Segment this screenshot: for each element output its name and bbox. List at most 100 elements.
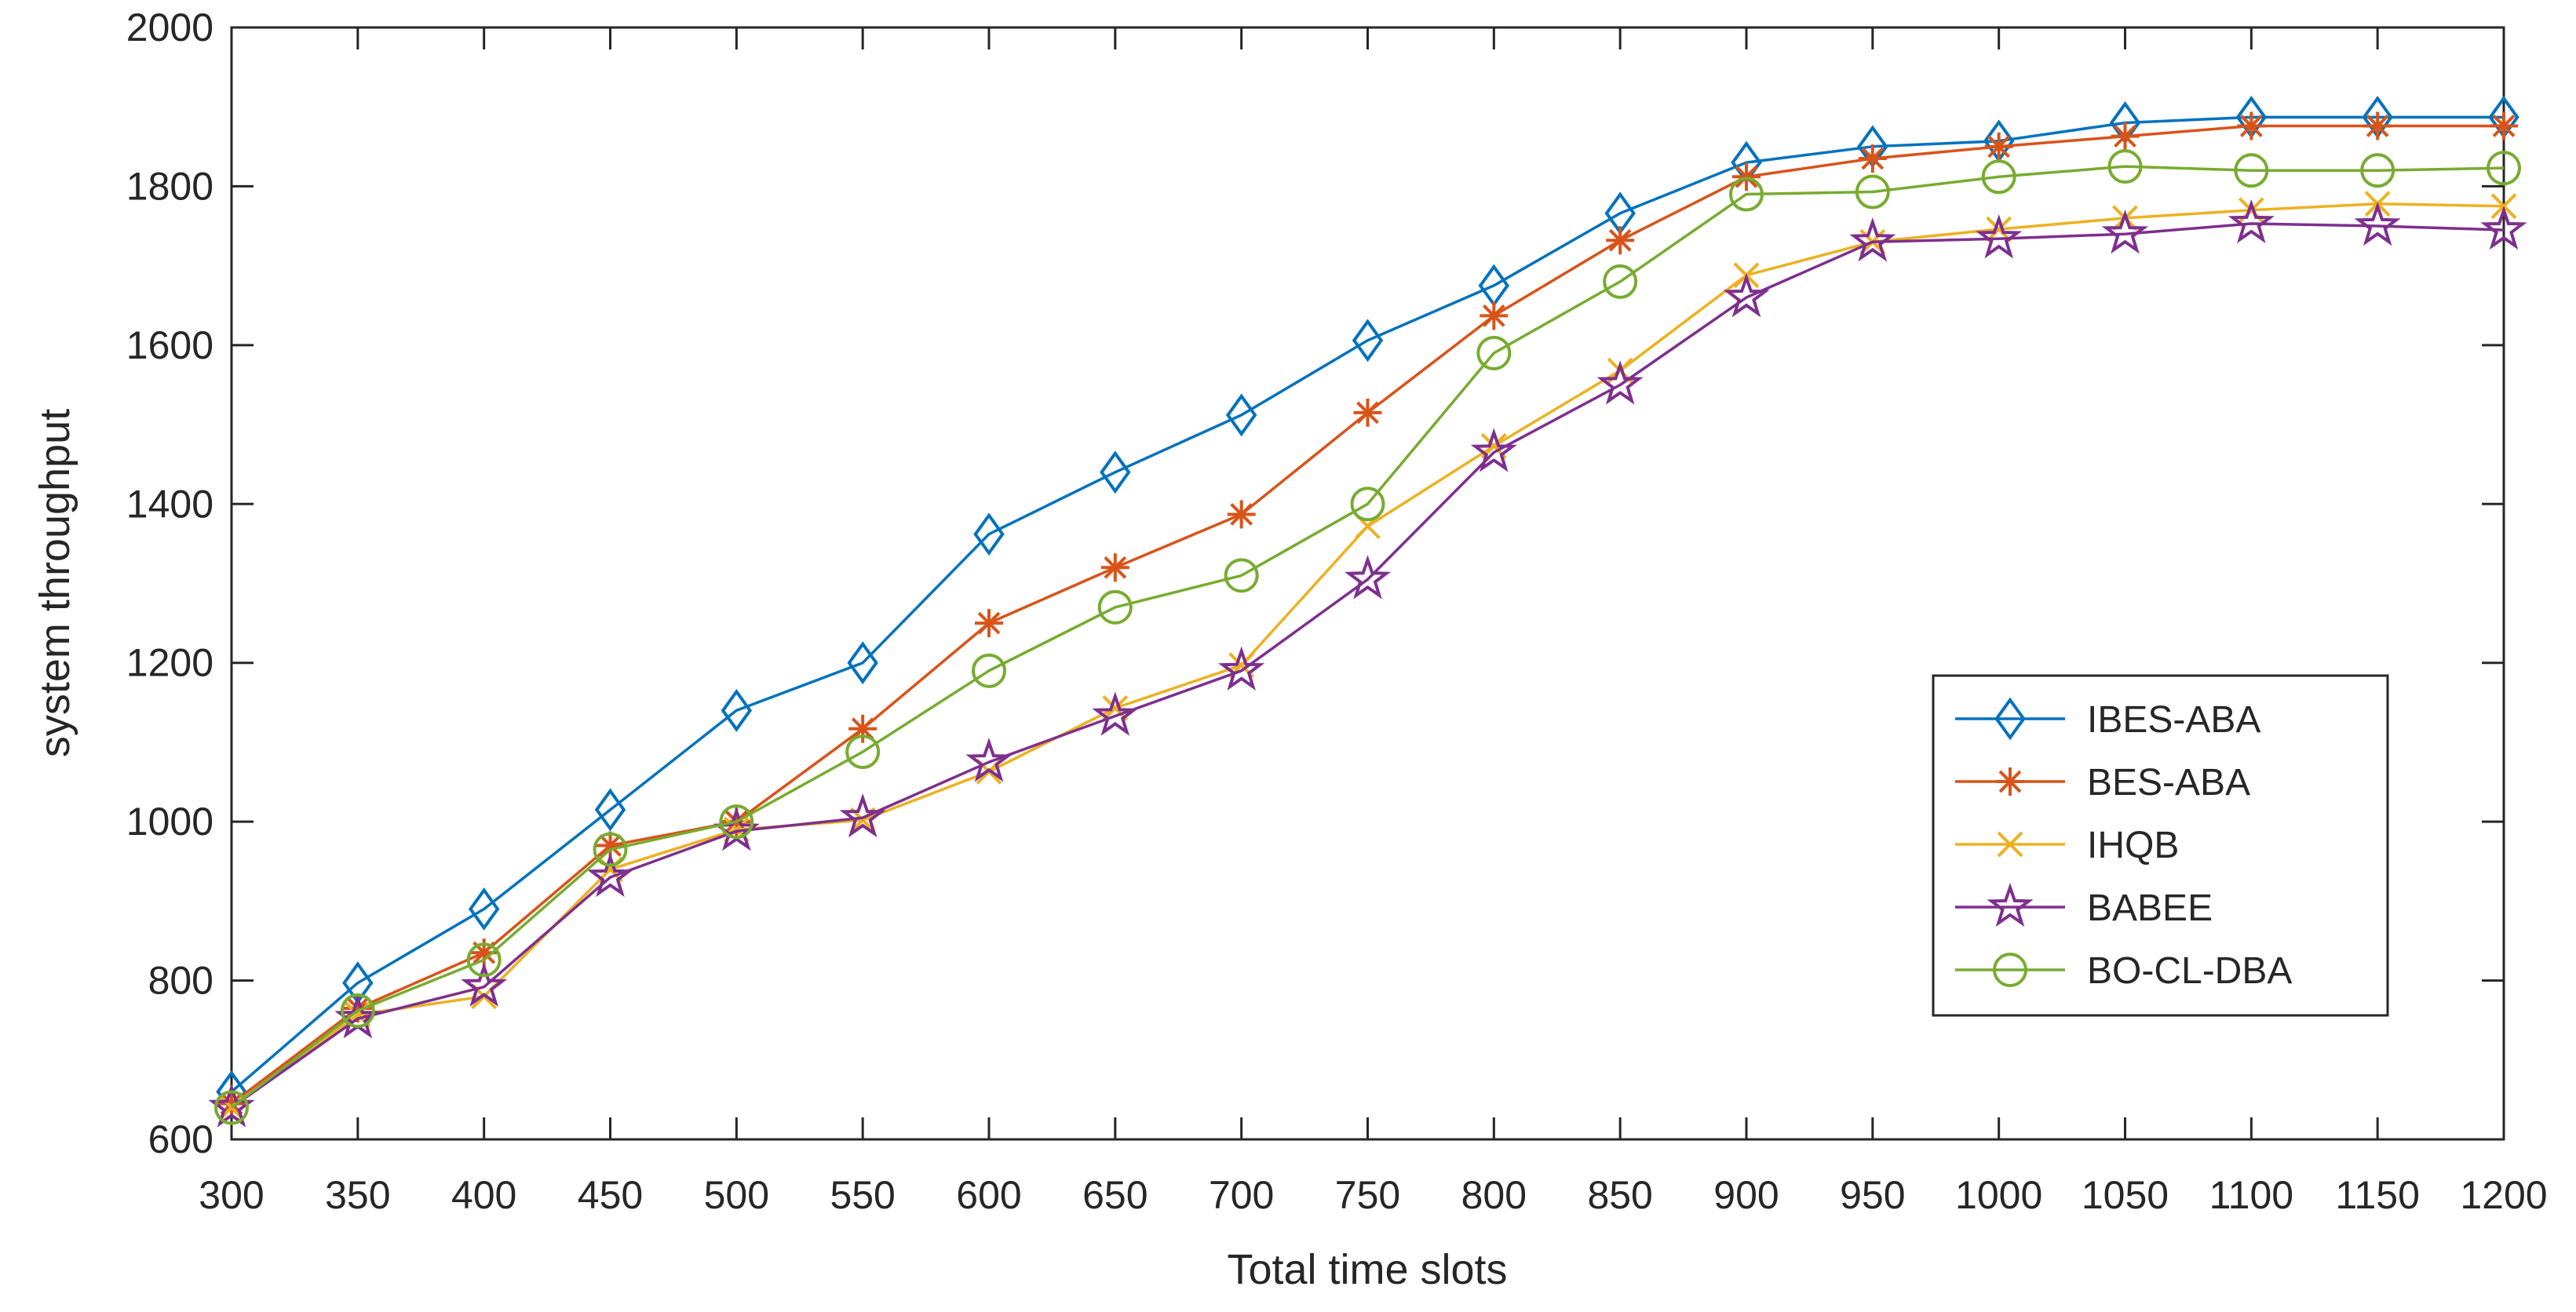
data-point: [2487, 151, 2521, 186]
data-point: [847, 641, 878, 685]
data-point: [340, 993, 375, 1029]
data-point: [1976, 214, 2023, 259]
data-point: [1470, 428, 1517, 472]
series-line: [230, 165, 2505, 1109]
legend-label: BO-CL-DBA: [2087, 950, 2292, 992]
x-tick-label: 1050: [2082, 1173, 2169, 1217]
data-point: [2234, 153, 2269, 188]
x-axis-ticks: 300 350 400 450 500 550 600 650 700 750 800 850 900 9…: [199, 27, 2548, 1217]
x-tick-label: 950: [1840, 1173, 1905, 1217]
legend-item: BABEE: [1955, 882, 2213, 929]
data-point: [469, 938, 498, 968]
legend-label: IHQB: [2087, 825, 2179, 866]
x-tick-label: 400: [451, 1173, 516, 1217]
data-point: [1224, 558, 1259, 593]
data-point: [2480, 206, 2527, 250]
data-point: [719, 804, 754, 840]
data-point: [1849, 217, 1896, 262]
legend-marker: [1994, 697, 2026, 741]
legend-label: IBES-ABA: [2087, 699, 2260, 741]
x-tick-label: 1200: [2460, 1173, 2547, 1217]
data-point: [845, 734, 881, 770]
x-tick-label: 1100: [2209, 1173, 2294, 1217]
data-point: [2490, 111, 2518, 140]
x-tick-label: 1150: [2335, 1173, 2420, 1217]
legend-label: BABEE: [2087, 887, 2213, 929]
x-tick-label: 850: [1587, 1173, 1652, 1217]
series-babee: [208, 199, 2527, 1128]
data-point: [1855, 174, 1890, 210]
legend-marker: [1996, 767, 2024, 796]
legend-item: IBES-ABA: [1955, 697, 2260, 741]
data-point: [1097, 589, 1133, 625]
y-axis-ticks: 600 800 1000 1200 1400 1600 1800 2000: [126, 5, 2504, 1161]
data-point: [594, 788, 626, 832]
legend-item: BO-CL-DBA: [1955, 950, 2292, 992]
data-point: [466, 942, 502, 978]
data-point: [2101, 210, 2149, 254]
data-point: [1100, 450, 1131, 494]
data-point: [973, 512, 1005, 556]
x-tick-label: 500: [704, 1173, 769, 1217]
y-tick-label: 600: [148, 1117, 213, 1161]
x-axis-label: Total time slots: [1227, 1246, 1507, 1293]
series-line: [230, 222, 2505, 1109]
y-axis-label: system throughput: [31, 409, 78, 757]
data-point: [839, 793, 886, 838]
data-point: [2363, 111, 2392, 140]
x-tick-label: 900: [1713, 1173, 1779, 1217]
x-tick-label: 1000: [1955, 1173, 2042, 1217]
data-point: [848, 714, 878, 743]
data-point: [468, 887, 500, 931]
x-tick-label: 450: [578, 1173, 643, 1217]
x-tick-label: 350: [325, 1173, 390, 1217]
data-point: [2360, 153, 2395, 188]
x-tick-label: 750: [1335, 1173, 1400, 1217]
data-point: [1353, 398, 1382, 427]
data-point: [1603, 264, 1638, 299]
data-point: [343, 994, 372, 1022]
data-point: [965, 738, 1013, 782]
data-point: [1723, 273, 1770, 318]
data-point: [1981, 159, 2016, 195]
data-point: [2228, 199, 2275, 244]
x-tick-label: 800: [1461, 1173, 1527, 1217]
legend-label: BES-ABA: [2087, 762, 2250, 804]
data-point: [586, 852, 634, 898]
legend-marker: [1997, 831, 2023, 858]
y-tick-label: 1200: [126, 641, 213, 685]
legend: IBES-ABA BES-ABA IHQB BABEE BO-CL-DBA: [1932, 674, 2389, 1017]
legend-marker: [1993, 953, 2027, 987]
data-point: [1476, 335, 1512, 370]
legend-marker: [1987, 882, 2034, 928]
data-point: [2354, 201, 2401, 246]
data-point: [1218, 646, 1265, 691]
y-tick-label: 2000: [126, 5, 213, 49]
data-point: [596, 831, 625, 860]
x-tick-label: 600: [956, 1173, 1021, 1217]
data-point: [1227, 500, 1256, 529]
data-point: [1729, 177, 1764, 212]
data-point: [1352, 319, 1384, 363]
data-point: [2107, 149, 2143, 184]
y-tick-label: 800: [148, 959, 213, 1003]
data-point: [1100, 553, 1129, 582]
y-tick-label: 1600: [126, 323, 213, 367]
data-point: [1596, 360, 1644, 405]
y-tick-label: 1000: [126, 800, 213, 844]
data-point: [1344, 555, 1392, 600]
data-point: [1984, 132, 2013, 161]
data-point: [975, 609, 1003, 638]
data-point: [1225, 393, 1257, 437]
data-point: [721, 689, 753, 732]
legend-item: BES-ABA: [1955, 762, 2250, 804]
data-point: [2111, 122, 2140, 151]
series-layer: [208, 95, 2527, 1128]
data-point: [972, 653, 1006, 688]
data-point: [1350, 487, 1385, 522]
series-bo-cl-dba: [214, 149, 2521, 1125]
x-tick-label: 300: [199, 1173, 264, 1217]
x-tick-label: 650: [1082, 1173, 1148, 1217]
legend-item: IHQB: [1955, 825, 2179, 866]
